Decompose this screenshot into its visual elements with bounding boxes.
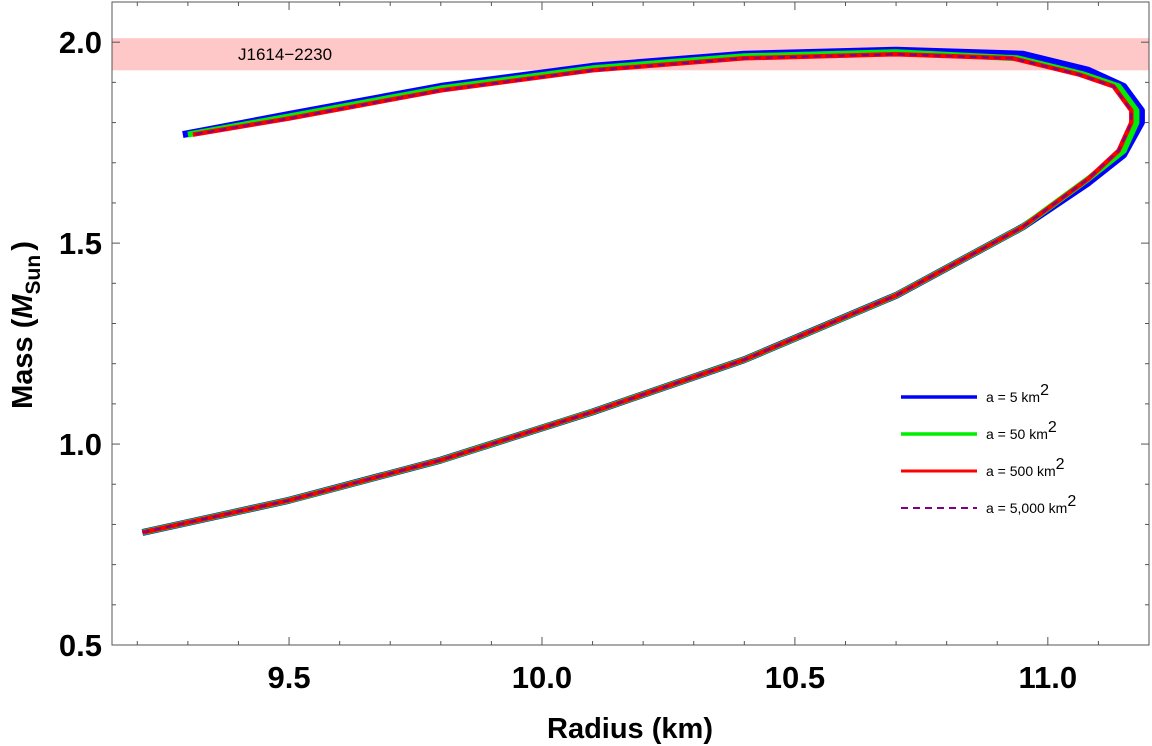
x-tick-label: 10.5 [765, 660, 825, 695]
x-tick-label: 11.0 [1019, 660, 1078, 695]
y-tick-label: 2.0 [59, 25, 102, 60]
y-tick-label: 1.5 [59, 226, 102, 261]
legend: a = 5 km2 a = 50 km2 a = 500 km2 a = 5,000 … [901, 382, 1076, 516]
y-axis-title-prefix: Mass ( [7, 318, 39, 409]
y-tick-label: 0.5 [59, 628, 102, 663]
legend-label-2: a = 50 km2 [986, 419, 1057, 442]
y-axis-title: Mass (MSun) [7, 241, 45, 409]
series-line-4 [142, 53, 1133, 534]
series-layer [141, 46, 1145, 536]
axis-ticks: 9.5 10.0 10.5 11.0 0.5 1.0 1.5 2.0 [59, 1, 1150, 695]
y-axis-title-symbol: M [7, 294, 39, 319]
x-tick-label: 10.0 [512, 660, 572, 695]
x-tick-label: 9.5 [267, 660, 310, 695]
band-label: J1614−2230 [238, 45, 332, 64]
y-axis-title-suffix: ) [7, 241, 39, 251]
legend-label-4: a = 5,000 km2 [986, 493, 1076, 516]
legend-label-1: a = 5 km2 [986, 382, 1049, 405]
x-axis-title: Radius (km) [547, 713, 713, 745]
y-tick-label: 1.0 [59, 427, 102, 462]
y-axis-title-subscript: Sun [22, 255, 45, 295]
legend-label-3: a = 500 km2 [986, 456, 1065, 479]
